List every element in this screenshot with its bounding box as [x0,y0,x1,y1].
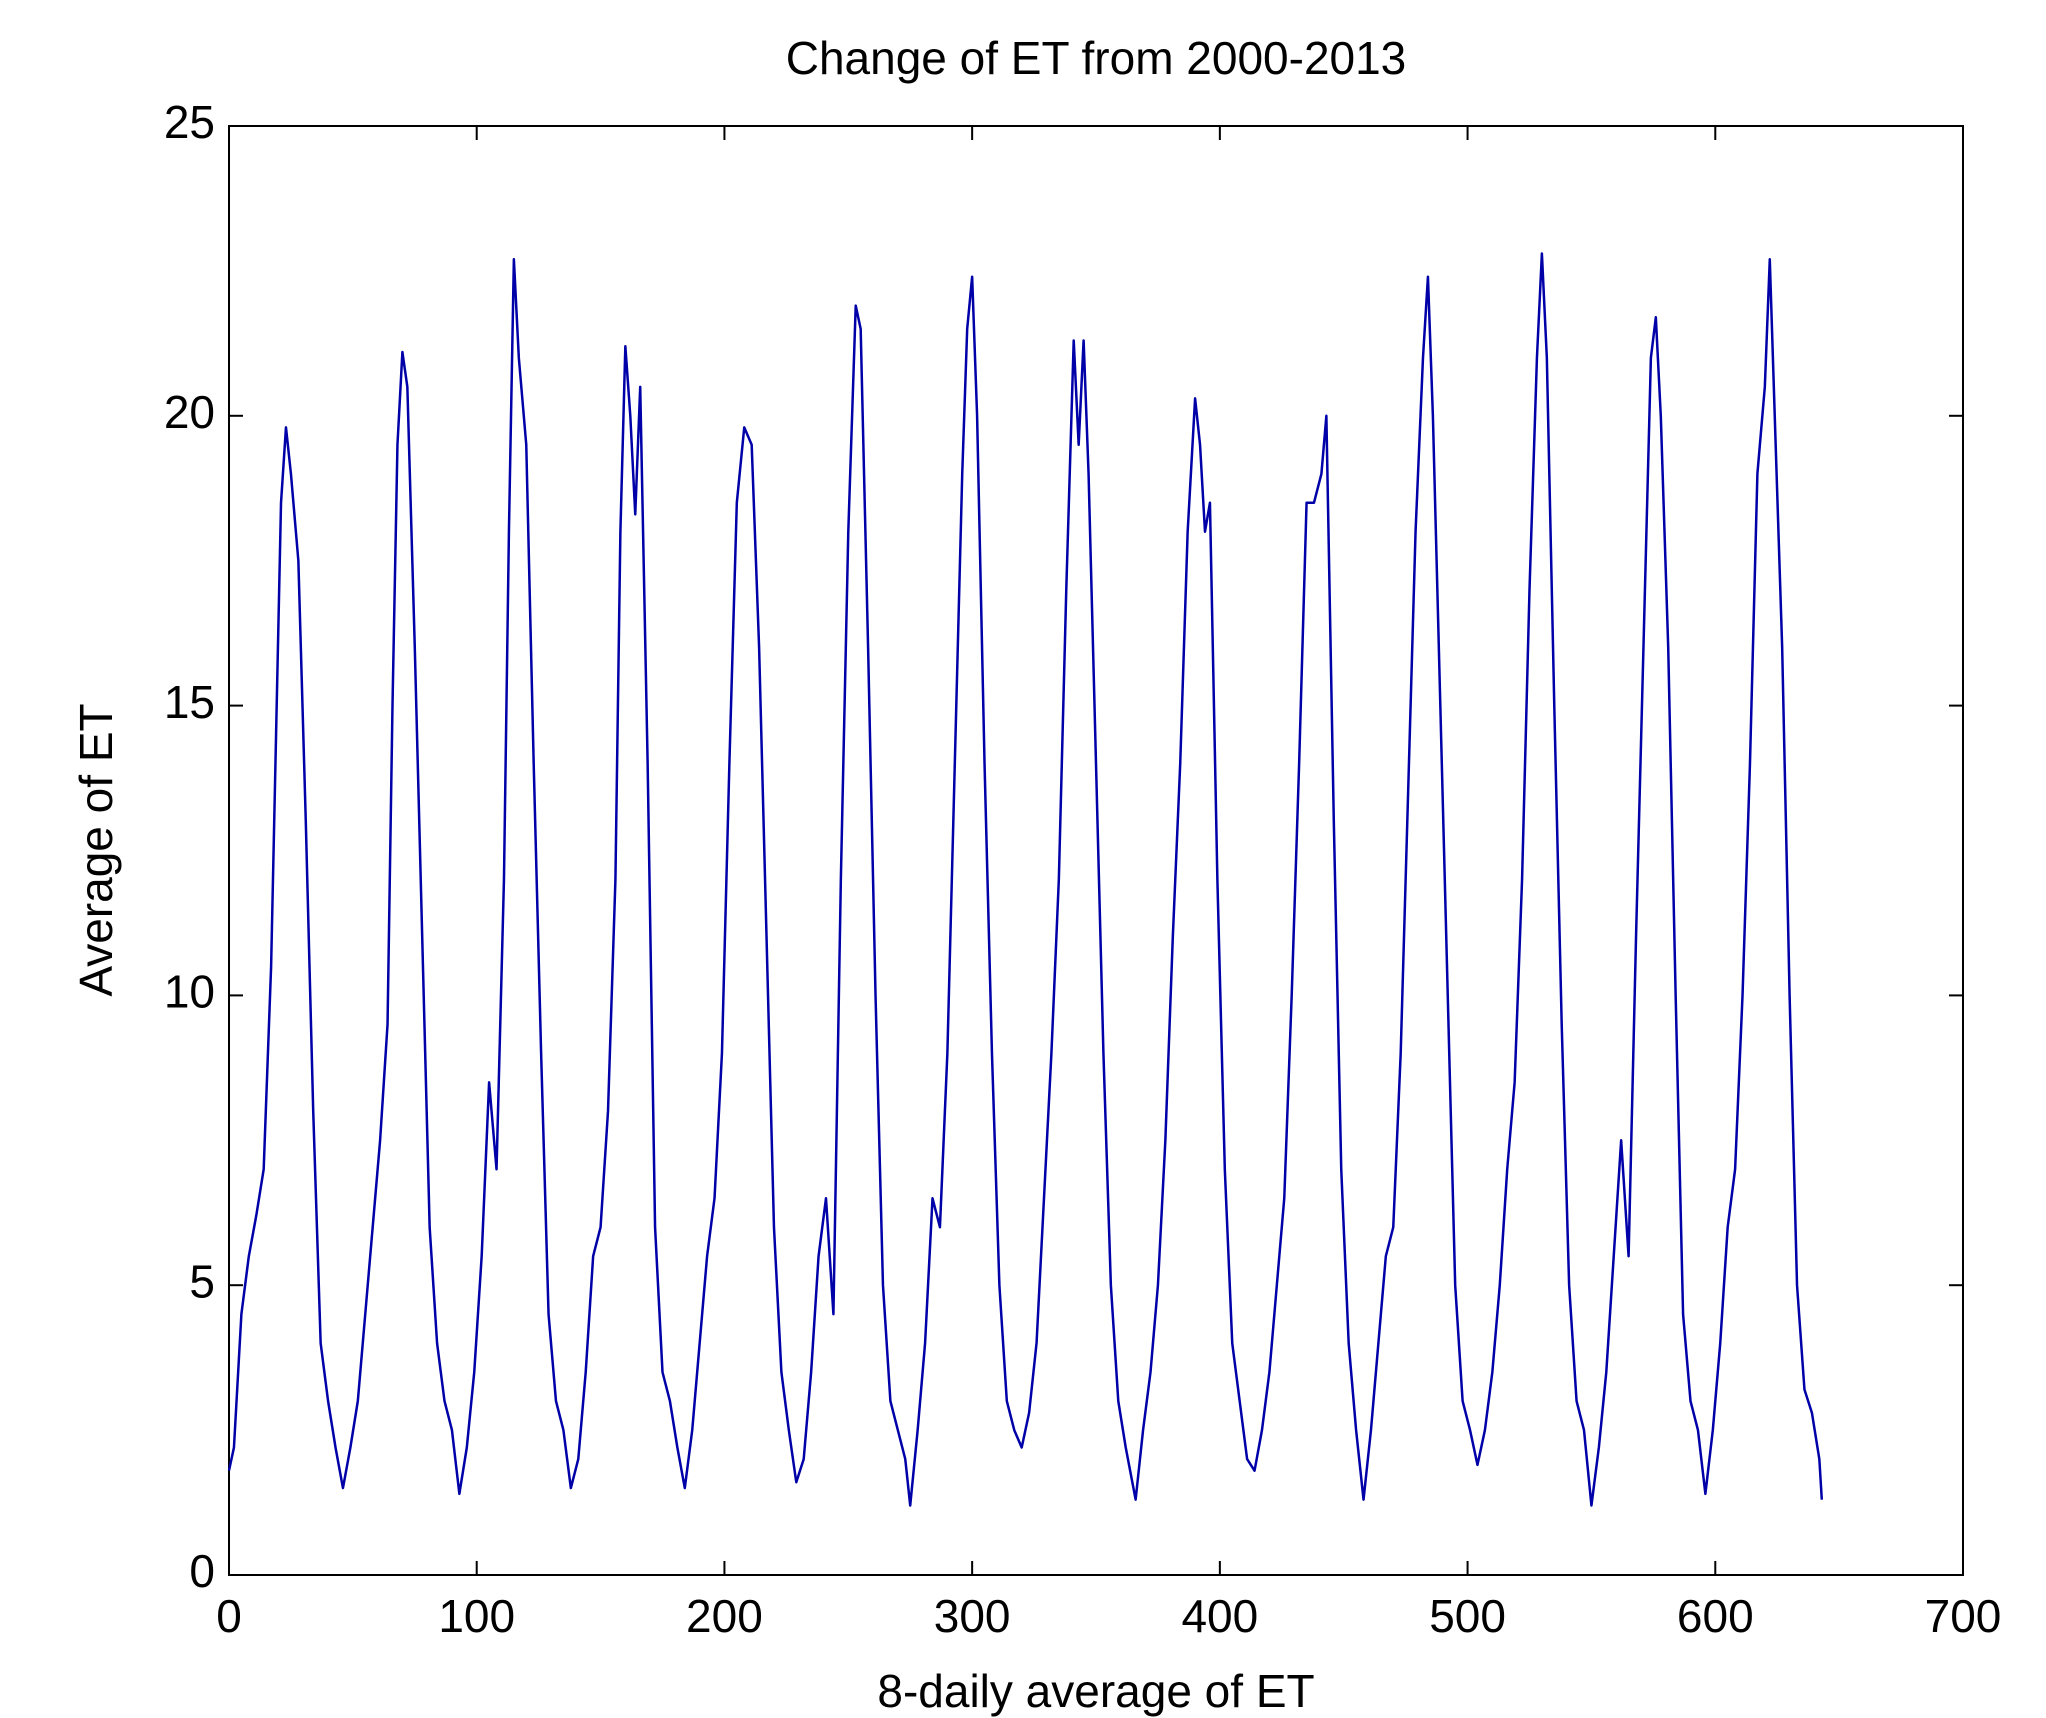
x-tick-label: 500 [1429,1590,1506,1642]
x-tick-label: 700 [1925,1590,2002,1642]
x-tick-label: 300 [934,1590,1011,1642]
y-tick-label: 15 [164,676,215,728]
x-tick-label: 100 [438,1590,515,1642]
x-axis-label: 8-daily average of ET [877,1665,1314,1717]
y-tick-label: 20 [164,386,215,438]
x-tick-label: 0 [216,1590,242,1642]
y-tick-label: 5 [189,1255,215,1307]
y-axis-label: Average of ET [70,703,122,996]
x-tick-label: 600 [1677,1590,1754,1642]
y-tick-label: 10 [164,966,215,1018]
y-tick-label: 25 [164,96,215,148]
chart-title: Change of ET from 2000-2013 [786,32,1407,84]
data-line [227,252,1824,1507]
x-tick-label: 200 [686,1590,763,1642]
x-tick-label: 400 [1181,1590,1258,1642]
plot-frame [228,125,1964,1576]
y-tick-label: 0 [189,1545,215,1597]
